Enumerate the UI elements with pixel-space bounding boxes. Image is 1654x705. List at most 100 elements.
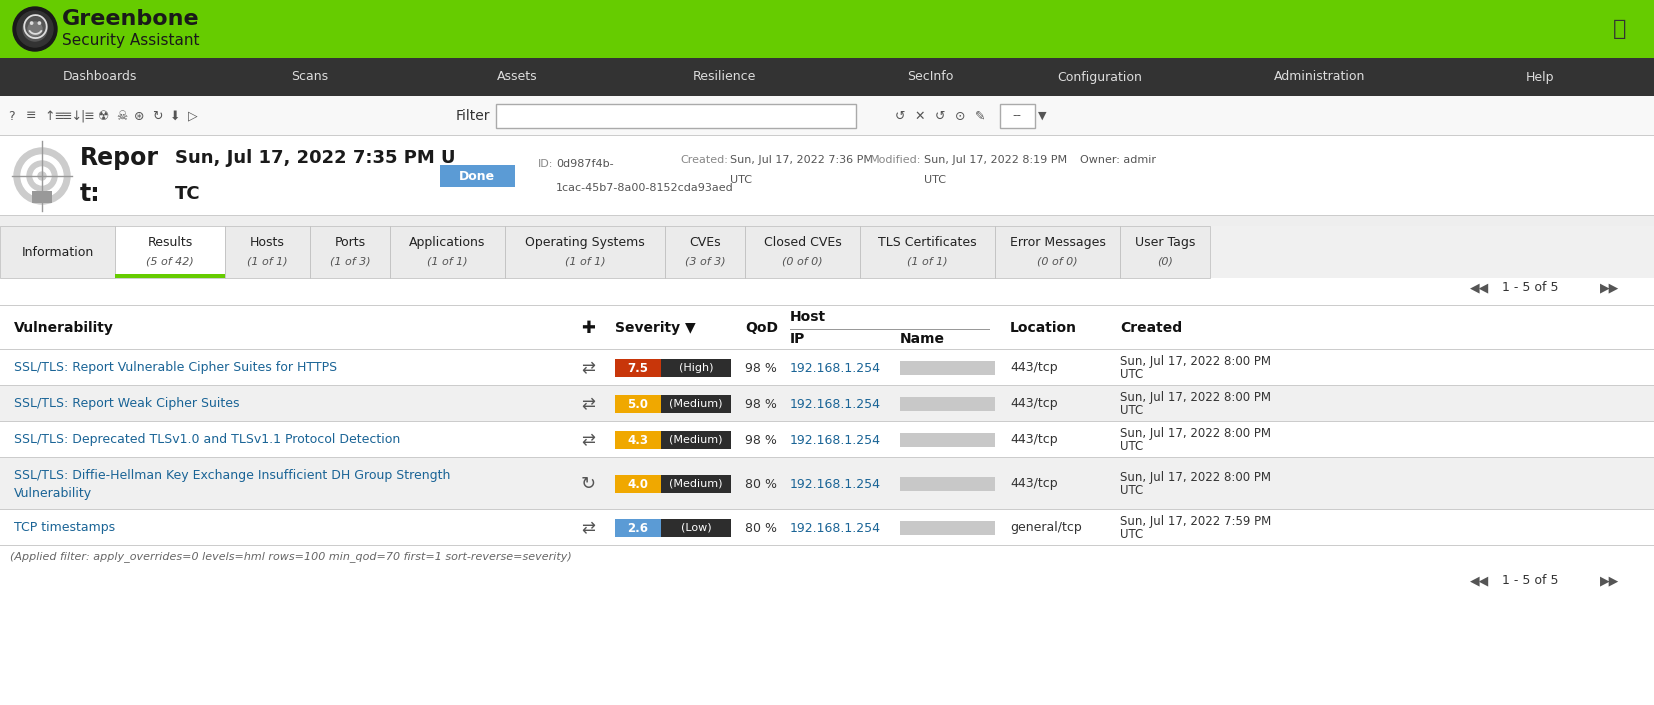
Text: UTC: UTC <box>1120 369 1143 381</box>
Text: (1 of 1): (1 of 1) <box>906 257 948 266</box>
Text: general/tcp: general/tcp <box>1011 522 1082 534</box>
Text: Resilience: Resilience <box>693 70 756 83</box>
Bar <box>0 305 1654 306</box>
Text: Created:: Created: <box>680 155 728 165</box>
Bar <box>662 395 731 413</box>
Text: ID:: ID: <box>538 159 554 169</box>
Bar <box>0 457 1654 458</box>
Circle shape <box>28 22 41 36</box>
Text: 👤: 👤 <box>1613 19 1626 39</box>
Text: Sun, Jul 17, 2022 7:59 PM: Sun, Jul 17, 2022 7:59 PM <box>1120 515 1272 527</box>
Text: Information: Information <box>22 245 94 259</box>
Text: TLS Certificates: TLS Certificates <box>878 236 978 249</box>
Text: IP: IP <box>791 332 805 346</box>
Text: ↻: ↻ <box>152 109 162 123</box>
Text: ☢: ☢ <box>98 109 109 123</box>
Bar <box>116 274 225 278</box>
Text: 5.0: 5.0 <box>627 398 648 410</box>
Text: ▼: ▼ <box>1037 111 1047 121</box>
Bar <box>662 475 731 493</box>
Text: 80 %: 80 % <box>744 477 777 491</box>
Text: UTC: UTC <box>1120 529 1143 541</box>
Circle shape <box>17 11 53 47</box>
Text: 192.168.1.254: 192.168.1.254 <box>791 398 882 410</box>
Bar <box>0 385 1654 386</box>
Text: Hosts: Hosts <box>250 236 284 249</box>
Text: (0): (0) <box>1158 257 1173 266</box>
Bar <box>615 395 662 413</box>
Text: 443/tcp: 443/tcp <box>1011 362 1057 374</box>
Bar <box>615 519 662 537</box>
Text: (Medium): (Medium) <box>670 435 723 445</box>
Bar <box>0 136 1654 216</box>
Bar <box>0 422 1654 458</box>
Text: SSL/TLS: Deprecated TLSv1.0 and TLSv1.1 Protocol Detection: SSL/TLS: Deprecated TLSv1.0 and TLSv1.1 … <box>13 434 400 446</box>
Text: ⇄: ⇄ <box>581 395 595 413</box>
Bar <box>116 226 225 278</box>
Text: (1 of 1): (1 of 1) <box>564 257 605 266</box>
Bar <box>900 521 996 535</box>
Bar <box>390 226 504 278</box>
Text: 443/tcp: 443/tcp <box>1011 434 1057 446</box>
Bar <box>309 226 390 278</box>
Bar <box>791 329 991 330</box>
Text: ↑≡: ↑≡ <box>45 109 65 123</box>
Circle shape <box>22 155 63 197</box>
Text: |≡: |≡ <box>79 109 94 123</box>
Text: Administration: Administration <box>1274 70 1366 83</box>
Bar <box>0 350 1654 386</box>
Bar <box>0 349 1654 350</box>
Text: (1 of 1): (1 of 1) <box>427 257 468 266</box>
Circle shape <box>12 146 73 206</box>
Text: Help: Help <box>1525 70 1555 83</box>
Text: 4.0: 4.0 <box>627 477 648 491</box>
Text: --: -- <box>1012 109 1022 123</box>
Bar <box>496 104 857 128</box>
Bar <box>662 359 731 377</box>
Text: 443/tcp: 443/tcp <box>1011 398 1057 410</box>
Text: 192.168.1.254: 192.168.1.254 <box>791 522 882 534</box>
Bar <box>1001 104 1035 128</box>
Text: Security Assistant: Security Assistant <box>61 33 200 48</box>
Text: CVEs: CVEs <box>690 236 721 249</box>
Text: UTC: UTC <box>1120 484 1143 498</box>
Text: Sun, Jul 17, 2022 7:36 PM: Sun, Jul 17, 2022 7:36 PM <box>729 155 873 165</box>
Text: Name: Name <box>900 332 944 346</box>
Text: Vulnerability: Vulnerability <box>13 321 114 335</box>
Text: UTC: UTC <box>729 175 753 185</box>
Text: 80 %: 80 % <box>744 522 777 534</box>
Text: 98 %: 98 % <box>744 362 777 374</box>
Text: Location: Location <box>1011 321 1077 335</box>
Text: Repor: Repor <box>79 147 159 171</box>
Text: (Medium): (Medium) <box>670 479 723 489</box>
Text: (3 of 3): (3 of 3) <box>685 257 726 266</box>
Bar <box>0 135 1654 136</box>
Text: Sun, Jul 17, 2022 8:00 PM: Sun, Jul 17, 2022 8:00 PM <box>1120 355 1270 367</box>
Text: ▶▶: ▶▶ <box>1601 575 1619 587</box>
Circle shape <box>38 172 46 180</box>
Circle shape <box>23 17 46 41</box>
Bar <box>0 509 1654 510</box>
Text: 443/tcp: 443/tcp <box>1011 477 1057 491</box>
Bar <box>440 165 514 187</box>
Bar <box>0 215 1654 216</box>
Text: Owner: admir: Owner: admir <box>1080 155 1156 165</box>
Text: UTC: UTC <box>925 175 946 185</box>
Bar <box>0 386 1654 422</box>
Text: (1 of 3): (1 of 3) <box>329 257 370 266</box>
Bar <box>0 568 1654 705</box>
Text: ▶▶: ▶▶ <box>1601 281 1619 294</box>
Text: Assets: Assets <box>496 70 538 83</box>
Text: ?: ? <box>8 109 15 123</box>
Text: ⊛: ⊛ <box>134 109 144 123</box>
Text: 7.5: 7.5 <box>627 362 648 374</box>
Text: Sun, Jul 17, 2022 8:00 PM: Sun, Jul 17, 2022 8:00 PM <box>1120 427 1270 439</box>
Text: Host: Host <box>791 310 825 324</box>
Bar <box>0 458 1654 510</box>
Bar <box>900 433 996 447</box>
Circle shape <box>33 167 51 185</box>
Text: 192.168.1.254: 192.168.1.254 <box>791 477 882 491</box>
Text: Done: Done <box>458 169 495 183</box>
Text: Scans: Scans <box>291 70 329 83</box>
Text: Ports: Ports <box>334 236 366 249</box>
